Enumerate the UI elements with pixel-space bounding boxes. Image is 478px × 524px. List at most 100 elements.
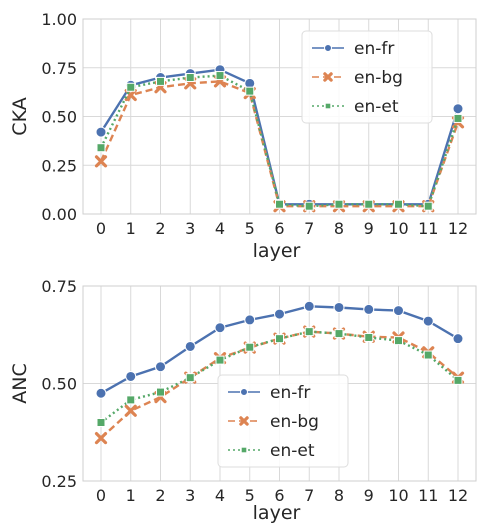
data-point	[94, 432, 108, 445]
y-tick-label: 1.00	[41, 10, 77, 29]
legend-entry: en-fr	[312, 39, 394, 59]
data-point	[333, 301, 345, 313]
cka-chart: 0 1 2 3 4 5 6 7 8 9 10 11 120.000.250.500.751.00laye…	[9, 10, 477, 262]
legend-box	[217, 374, 349, 468]
data-point	[96, 418, 106, 427]
x-tick-label: 2	[155, 219, 165, 238]
data-point	[453, 375, 463, 385]
data-point	[185, 73, 195, 82]
data-point	[215, 71, 225, 81]
x-tick-label: 4	[215, 486, 225, 505]
x-tick-label: 10	[388, 219, 408, 238]
legend: en-fr en-bg en-et	[301, 30, 433, 124]
data-point	[452, 103, 464, 115]
data-point	[126, 395, 136, 405]
x-tick-label: 11	[418, 219, 438, 238]
legend-entry: en-bg	[312, 68, 403, 88]
y-tick-label: 0.50	[41, 375, 77, 394]
y-tick-label: 0.25	[41, 472, 77, 491]
plot-frame	[82, 18, 477, 215]
data-point	[94, 155, 108, 168]
x-tick-label: 2	[155, 486, 165, 505]
plot-frame	[82, 285, 477, 482]
x-tick-label: 7	[304, 219, 314, 238]
series-en-fr	[95, 300, 464, 399]
y-axis-label: CKA	[9, 97, 31, 135]
legend-label: en-et	[354, 97, 399, 117]
series-en-et	[96, 327, 463, 427]
x-tick-label: 8	[334, 219, 344, 238]
x-tick-label: 12	[448, 486, 468, 505]
legend-label: en-fr	[354, 39, 394, 59]
legend-label: en-et	[270, 441, 315, 461]
y-tick-label: 0.50	[41, 108, 77, 127]
data-point	[394, 336, 403, 346]
y-tick-label: 0.75	[41, 59, 77, 78]
data-point	[155, 361, 166, 373]
data-point	[95, 126, 107, 138]
legend-marker	[324, 44, 332, 52]
x-tick-label: 8	[334, 486, 344, 505]
data-point	[156, 76, 165, 86]
legend-box	[301, 30, 433, 124]
data-point	[95, 387, 107, 399]
data-point	[304, 327, 314, 337]
data-point	[214, 322, 226, 334]
data-point	[364, 199, 374, 209]
data-point	[303, 300, 315, 312]
data-point	[422, 315, 434, 327]
legend: en-fr en-bg en-et	[217, 374, 349, 468]
data-point	[245, 86, 255, 96]
data-point	[156, 387, 165, 397]
legend-label: en-bg	[270, 412, 319, 432]
x-tick-label: 10	[388, 486, 408, 505]
data-point	[215, 355, 225, 365]
data-point	[393, 305, 404, 317]
data-point	[423, 350, 433, 360]
legend-label: en-bg	[354, 68, 403, 88]
data-point	[124, 404, 137, 417]
x-tick-label: 6	[274, 486, 284, 505]
data-point	[334, 199, 344, 209]
x-tick-label: 0	[96, 486, 106, 505]
x-tick-label: 1	[126, 486, 136, 505]
x-axis-label: layer	[253, 240, 301, 262]
legend-marker	[240, 388, 248, 396]
x-tick-label: 5	[245, 486, 255, 505]
legend-marker	[240, 446, 248, 454]
data-point	[275, 334, 284, 344]
x-tick-label: 1	[126, 219, 136, 238]
data-point	[245, 342, 255, 352]
data-point	[423, 201, 433, 211]
data-point	[244, 314, 256, 326]
legend-label: en-fr	[270, 383, 310, 403]
y-tick-label: 0.75	[41, 277, 77, 296]
series-en-et	[96, 71, 463, 211]
x-tick-label: 7	[304, 486, 314, 505]
data-point	[452, 333, 464, 345]
x-tick-label: 9	[364, 219, 374, 238]
data-point	[185, 373, 195, 383]
data-point	[363, 303, 375, 315]
legend-entry: en-bg	[228, 412, 319, 432]
data-point	[96, 143, 106, 153]
x-tick-label: 6	[274, 219, 284, 238]
legend-marker	[239, 416, 249, 426]
x-tick-label: 9	[364, 486, 374, 505]
x-axis-label: layer	[253, 502, 301, 524]
x-tick-label: 12	[448, 219, 468, 238]
data-point	[394, 199, 403, 209]
data-point	[275, 199, 284, 209]
y-axis-label: ANC	[9, 363, 31, 403]
legend-entry: en-et	[312, 97, 399, 117]
legend-entry: en-fr	[228, 383, 310, 403]
data-point	[453, 113, 463, 123]
data-point	[304, 201, 314, 211]
data-point	[334, 329, 344, 339]
y-tick-label: 0.00	[41, 205, 77, 224]
legend-marker	[323, 72, 333, 82]
x-tick-label: 3	[185, 486, 195, 505]
y-tick-label: 0.25	[41, 156, 77, 175]
data-point	[126, 82, 136, 92]
data-point	[184, 340, 196, 352]
